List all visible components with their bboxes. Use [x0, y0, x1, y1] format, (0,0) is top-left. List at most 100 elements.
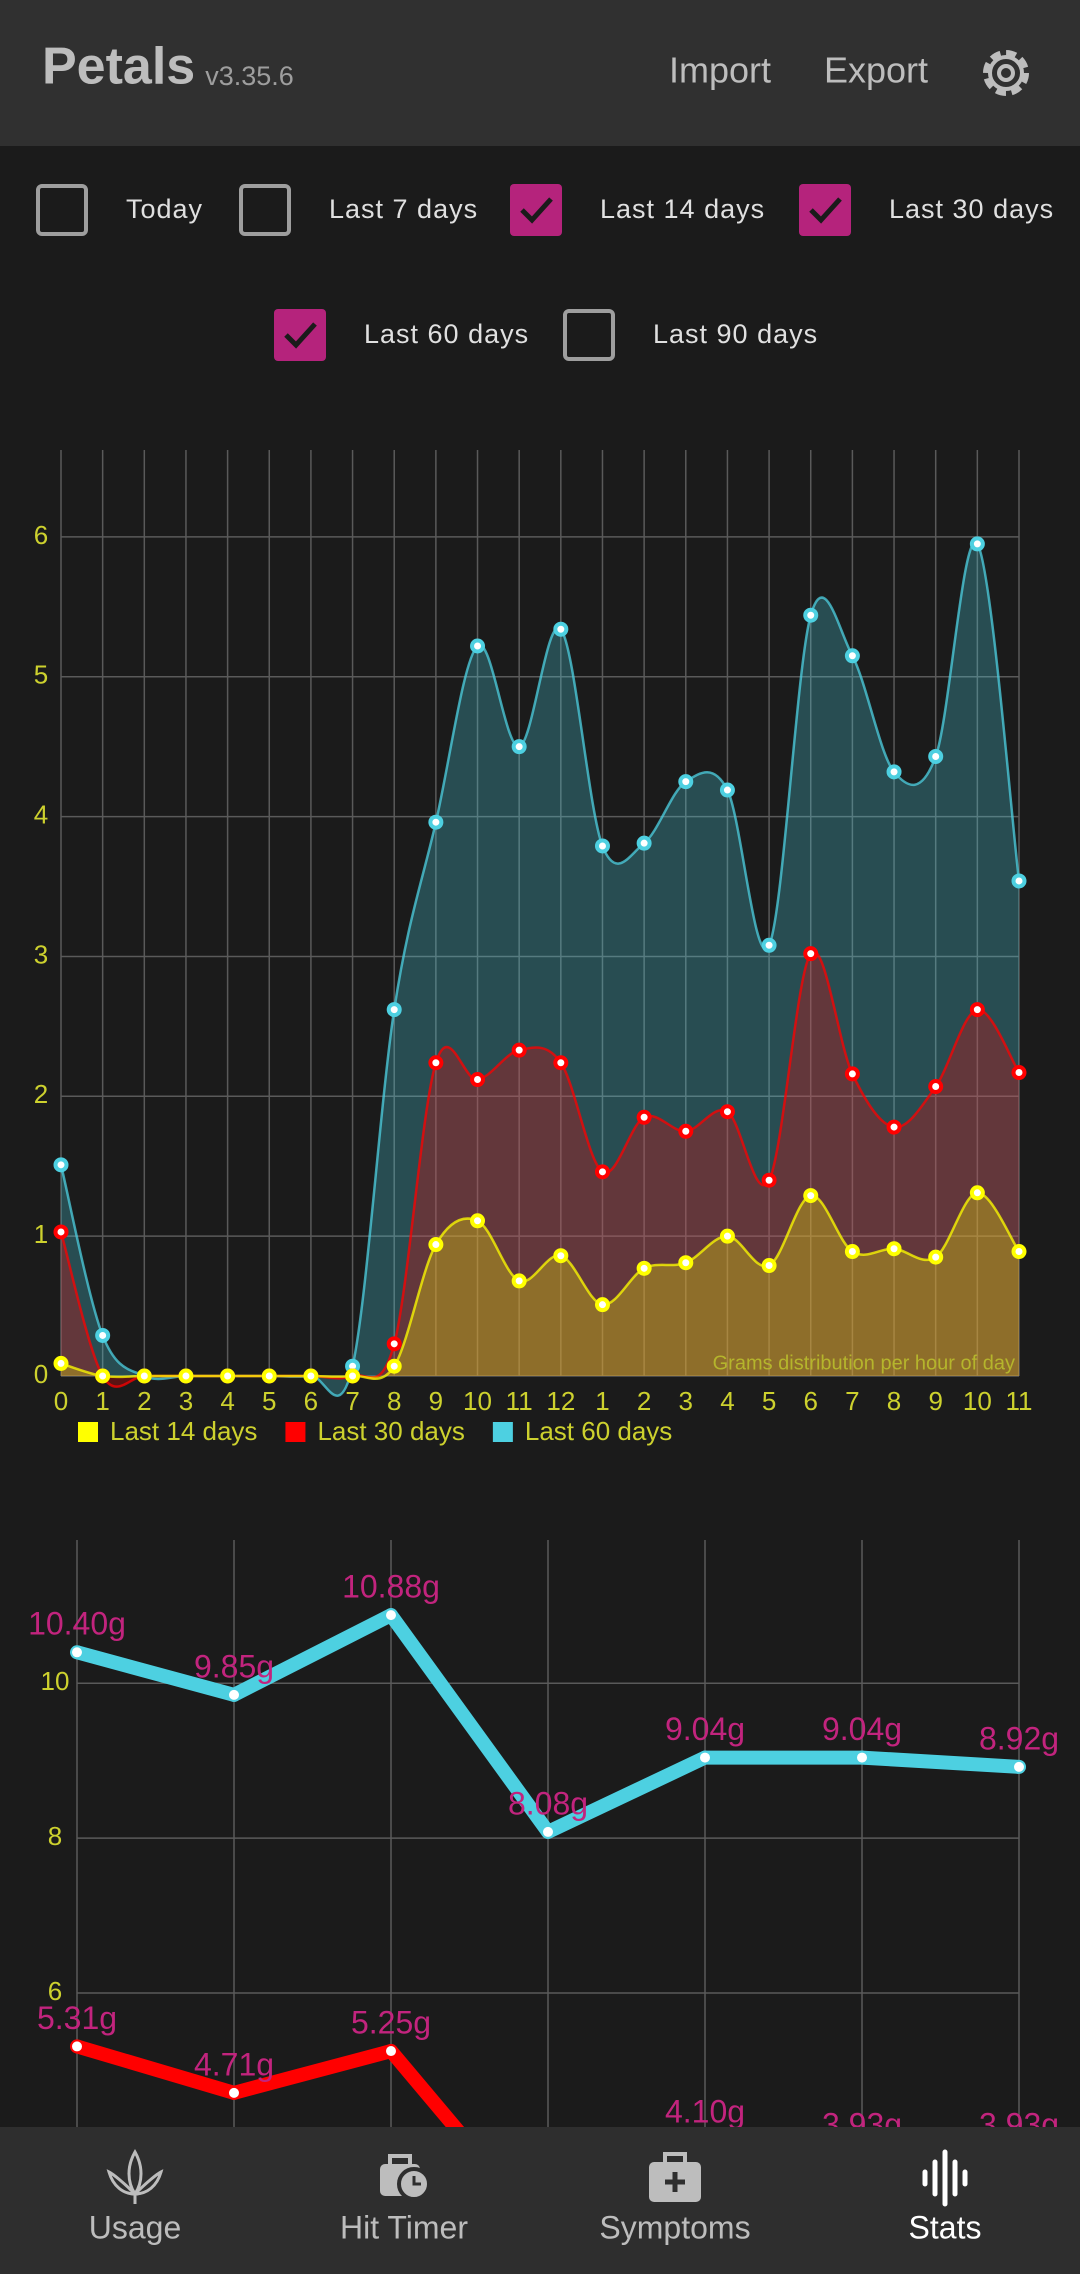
- point: [636, 1260, 652, 1276]
- value-label: 9.04g: [665, 1711, 745, 1747]
- filter-checkbox[interactable]: Last 60 days: [274, 309, 529, 361]
- point: [719, 1104, 735, 1120]
- x-tick-label: 0: [54, 1386, 68, 1416]
- point: [636, 1109, 652, 1125]
- value-label: 4.71g: [194, 2046, 274, 2082]
- value-label: 8.92g: [979, 1720, 1059, 1756]
- cross: [665, 2172, 685, 2192]
- filter-checkbox[interactable]: Last 90 days: [563, 309, 818, 361]
- gear-hub: [997, 64, 1015, 82]
- filter-checkbox[interactable]: Last 7 days: [239, 184, 478, 236]
- filter-checkbox[interactable]: Today: [36, 184, 203, 236]
- point: [428, 1237, 444, 1253]
- nav-stats[interactable]: Stats: [909, 2209, 982, 2245]
- point: [1011, 1065, 1027, 1081]
- area: [61, 1192, 1019, 1379]
- point: [719, 1228, 735, 1244]
- point: [928, 1079, 944, 1095]
- x-tick-label: 12: [546, 1386, 575, 1416]
- handle: [663, 2152, 687, 2162]
- point: [136, 1368, 152, 1384]
- value-label: 9.85g: [194, 1648, 274, 1684]
- point: [886, 1119, 902, 1135]
- point: [844, 1066, 860, 1082]
- point: [698, 1750, 712, 1765]
- point: [511, 739, 527, 755]
- export-button[interactable]: Export: [824, 50, 928, 91]
- point: [969, 1002, 985, 1018]
- point: [95, 1368, 111, 1384]
- point: [1011, 873, 1027, 889]
- nav-hit-timer[interactable]: Hit Timer: [340, 2209, 468, 2245]
- filter-label: Last 14 days: [600, 194, 765, 224]
- point: [70, 2039, 84, 2054]
- filter-checkbox[interactable]: Last 14 days: [510, 184, 765, 236]
- nav-symptoms[interactable]: Symptoms: [599, 2209, 750, 2245]
- check-mark: [520, 197, 553, 224]
- point: [928, 748, 944, 764]
- point: [384, 1608, 398, 1623]
- x-tick-label: 5: [762, 1386, 776, 1416]
- settings-button[interactable]: [983, 50, 1029, 96]
- x-tick-label: 2: [137, 1386, 151, 1416]
- point: [594, 1297, 610, 1313]
- handle: [388, 2154, 412, 2164]
- legend-swatch: [285, 1422, 306, 1442]
- filter-label: Last 60 days: [364, 319, 529, 349]
- legend-label: Last 14 days: [110, 1416, 257, 1446]
- point: [761, 937, 777, 953]
- point: [261, 1368, 277, 1384]
- x-tick-label: 1: [595, 1386, 609, 1416]
- area: [61, 542, 1019, 1396]
- point: [227, 2085, 241, 2100]
- value-label: 10.40g: [28, 1606, 126, 1642]
- x-tick-label: 10: [963, 1386, 992, 1416]
- legend-label: Last 60 days: [525, 1416, 672, 1446]
- x-tick-label: 6: [304, 1386, 318, 1416]
- point: [511, 1042, 527, 1058]
- point: [386, 1002, 402, 1018]
- check-mark: [284, 322, 317, 349]
- x-tick-label: 9: [429, 1386, 443, 1416]
- app-bar-bg: [0, 0, 1080, 146]
- point: [844, 1244, 860, 1260]
- hands: [412, 2176, 421, 2186]
- y-tick-label: 3: [34, 939, 48, 969]
- filter-label: Last 90 days: [653, 319, 818, 349]
- point: [719, 782, 735, 798]
- checkbox-checked: [274, 309, 326, 361]
- app-title: Petals: [42, 38, 195, 96]
- filter-checkbox[interactable]: Last 30 days: [799, 184, 1054, 236]
- point: [636, 835, 652, 851]
- value-label: 5.25g: [351, 2005, 431, 2041]
- x-tick-label: 8: [887, 1386, 901, 1416]
- y-tick-label: 8: [48, 1821, 62, 1851]
- x-tick-label: 11: [506, 1386, 533, 1416]
- point: [53, 1224, 69, 1240]
- value-label: 10.88g: [342, 1569, 440, 1605]
- charts: 0 1 2 3 4 5 6 7 8 9 10 11 12 1 2 3 4 5 6 7 8 9 10 110123456Gram…: [28, 450, 1059, 2264]
- point: [227, 1687, 241, 1702]
- point: [969, 1185, 985, 1201]
- point: [220, 1368, 236, 1384]
- x-tick-label: 3: [679, 1386, 693, 1416]
- point: [594, 1164, 610, 1180]
- point: [70, 1645, 84, 1660]
- value-label: 4.10g: [665, 2094, 745, 2130]
- point: [384, 2044, 398, 2059]
- point: [553, 1055, 569, 1071]
- point: [803, 607, 819, 623]
- x-tick-label: 8: [387, 1386, 401, 1416]
- nav-usage[interactable]: Usage: [89, 2209, 182, 2245]
- app-bar: Petals v3.35.6 Import Export: [0, 0, 1080, 146]
- checkbox-checked: [510, 184, 562, 236]
- y-tick-label: 2: [34, 1079, 48, 1109]
- app-version: v3.35.6: [205, 61, 294, 91]
- annotation: Grams distribution per hour of day: [713, 1352, 1015, 1374]
- point: [886, 1241, 902, 1257]
- x-tick-label: 2: [637, 1386, 651, 1416]
- import-button[interactable]: Import: [669, 50, 771, 91]
- point: [886, 764, 902, 780]
